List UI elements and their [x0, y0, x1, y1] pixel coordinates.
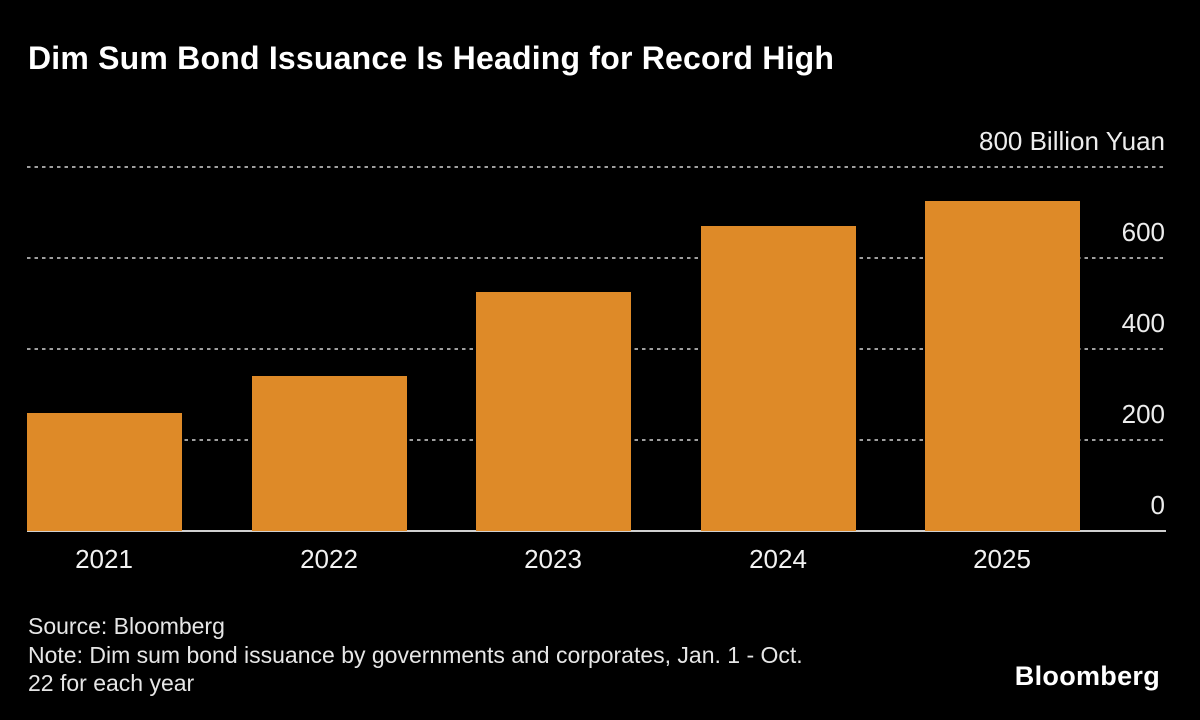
y-tick-0: 0	[1150, 490, 1165, 520]
footer: Source: Bloomberg Note: Dim sum bond iss…	[28, 612, 803, 698]
x-tick-2024: 2024	[749, 544, 807, 574]
bar-2025	[925, 201, 1080, 531]
bar-2021	[27, 413, 182, 531]
gridline-600	[27, 257, 1163, 259]
y-tick-400: 400	[1121, 308, 1165, 338]
y-tick-600: 600	[1121, 217, 1165, 247]
y-tick-800-unit-label: 800 Billion Yuan	[978, 126, 1165, 156]
bar-2024	[701, 226, 856, 531]
bloomberg-logo: Bloomberg	[1014, 661, 1160, 691]
gridline-800	[27, 166, 1163, 168]
bar-2022	[252, 376, 407, 531]
x-tick-2022: 2022	[300, 544, 358, 574]
x-tick-2025: 2025	[973, 544, 1031, 574]
x-axis-baseline	[27, 530, 1166, 532]
note-text-line-1: Note: Dim sum bond issuance by governmen…	[28, 641, 803, 668]
source-text: Source: Bloomberg	[28, 613, 225, 639]
x-tick-2021: 2021	[75, 544, 133, 574]
note-text-line-2: 22 for each year	[28, 670, 195, 696]
x-tick-2023: 2023	[524, 544, 582, 574]
chart-title: Dim Sum Bond Issuance Is Heading for Rec…	[28, 40, 835, 76]
bar-2023	[476, 292, 631, 531]
y-tick-200: 200	[1121, 399, 1165, 429]
